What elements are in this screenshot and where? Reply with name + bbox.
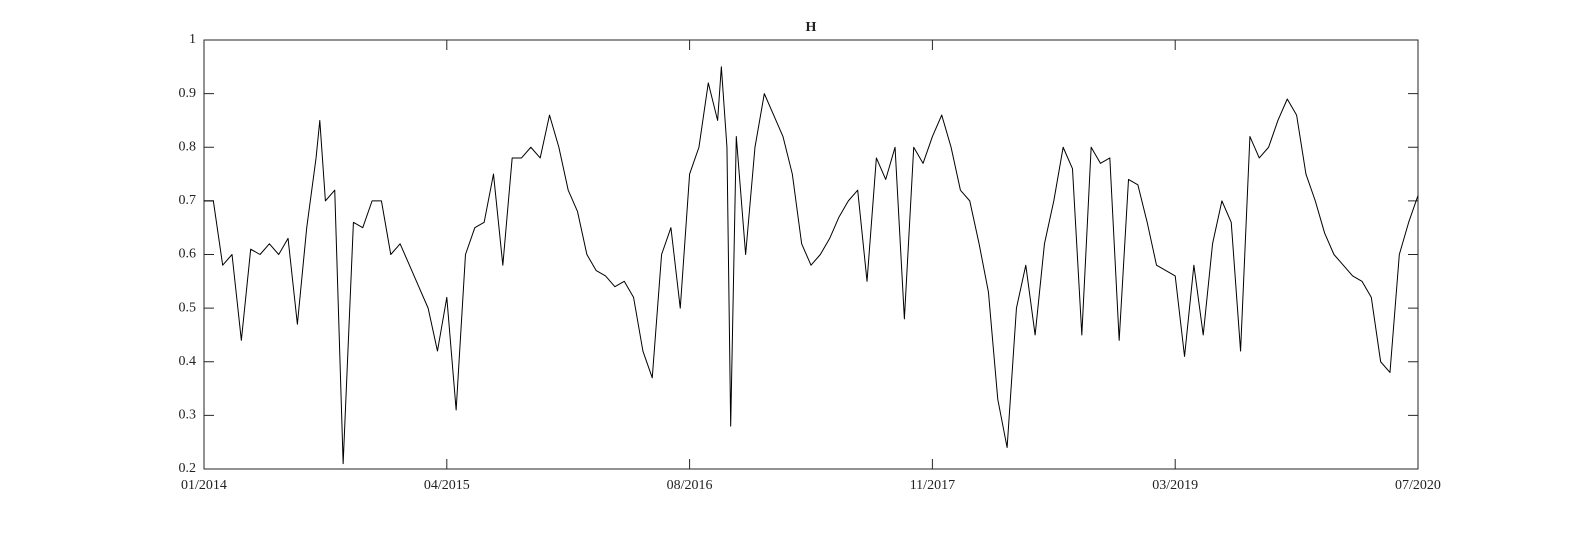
line <box>204 66 1419 465</box>
y-tick-label: 0.4 <box>179 354 197 369</box>
x-tick-label: 11/2017 <box>910 478 955 493</box>
y-tick-label: 1 <box>189 32 196 47</box>
x-tick-label: 08/2016 <box>667 478 713 493</box>
chart-title: H <box>806 20 817 35</box>
x-tick-label: 07/2020 <box>1395 478 1441 493</box>
y-tick-label: 0.7 <box>179 193 197 208</box>
x-tick-label: 04/2015 <box>424 478 470 493</box>
y-tick-label: 0.9 <box>179 86 197 101</box>
y-tick-label: 0.2 <box>179 461 197 476</box>
y-tick-label: 0.3 <box>179 408 197 423</box>
x-tick-label: 03/2019 <box>1152 478 1198 493</box>
y-tick-label: 0.8 <box>179 139 197 154</box>
y-tick-label: 0.6 <box>179 247 197 262</box>
y-tick-label: 0.5 <box>179 300 197 315</box>
x-tick-label: 01/2014 <box>181 478 227 493</box>
